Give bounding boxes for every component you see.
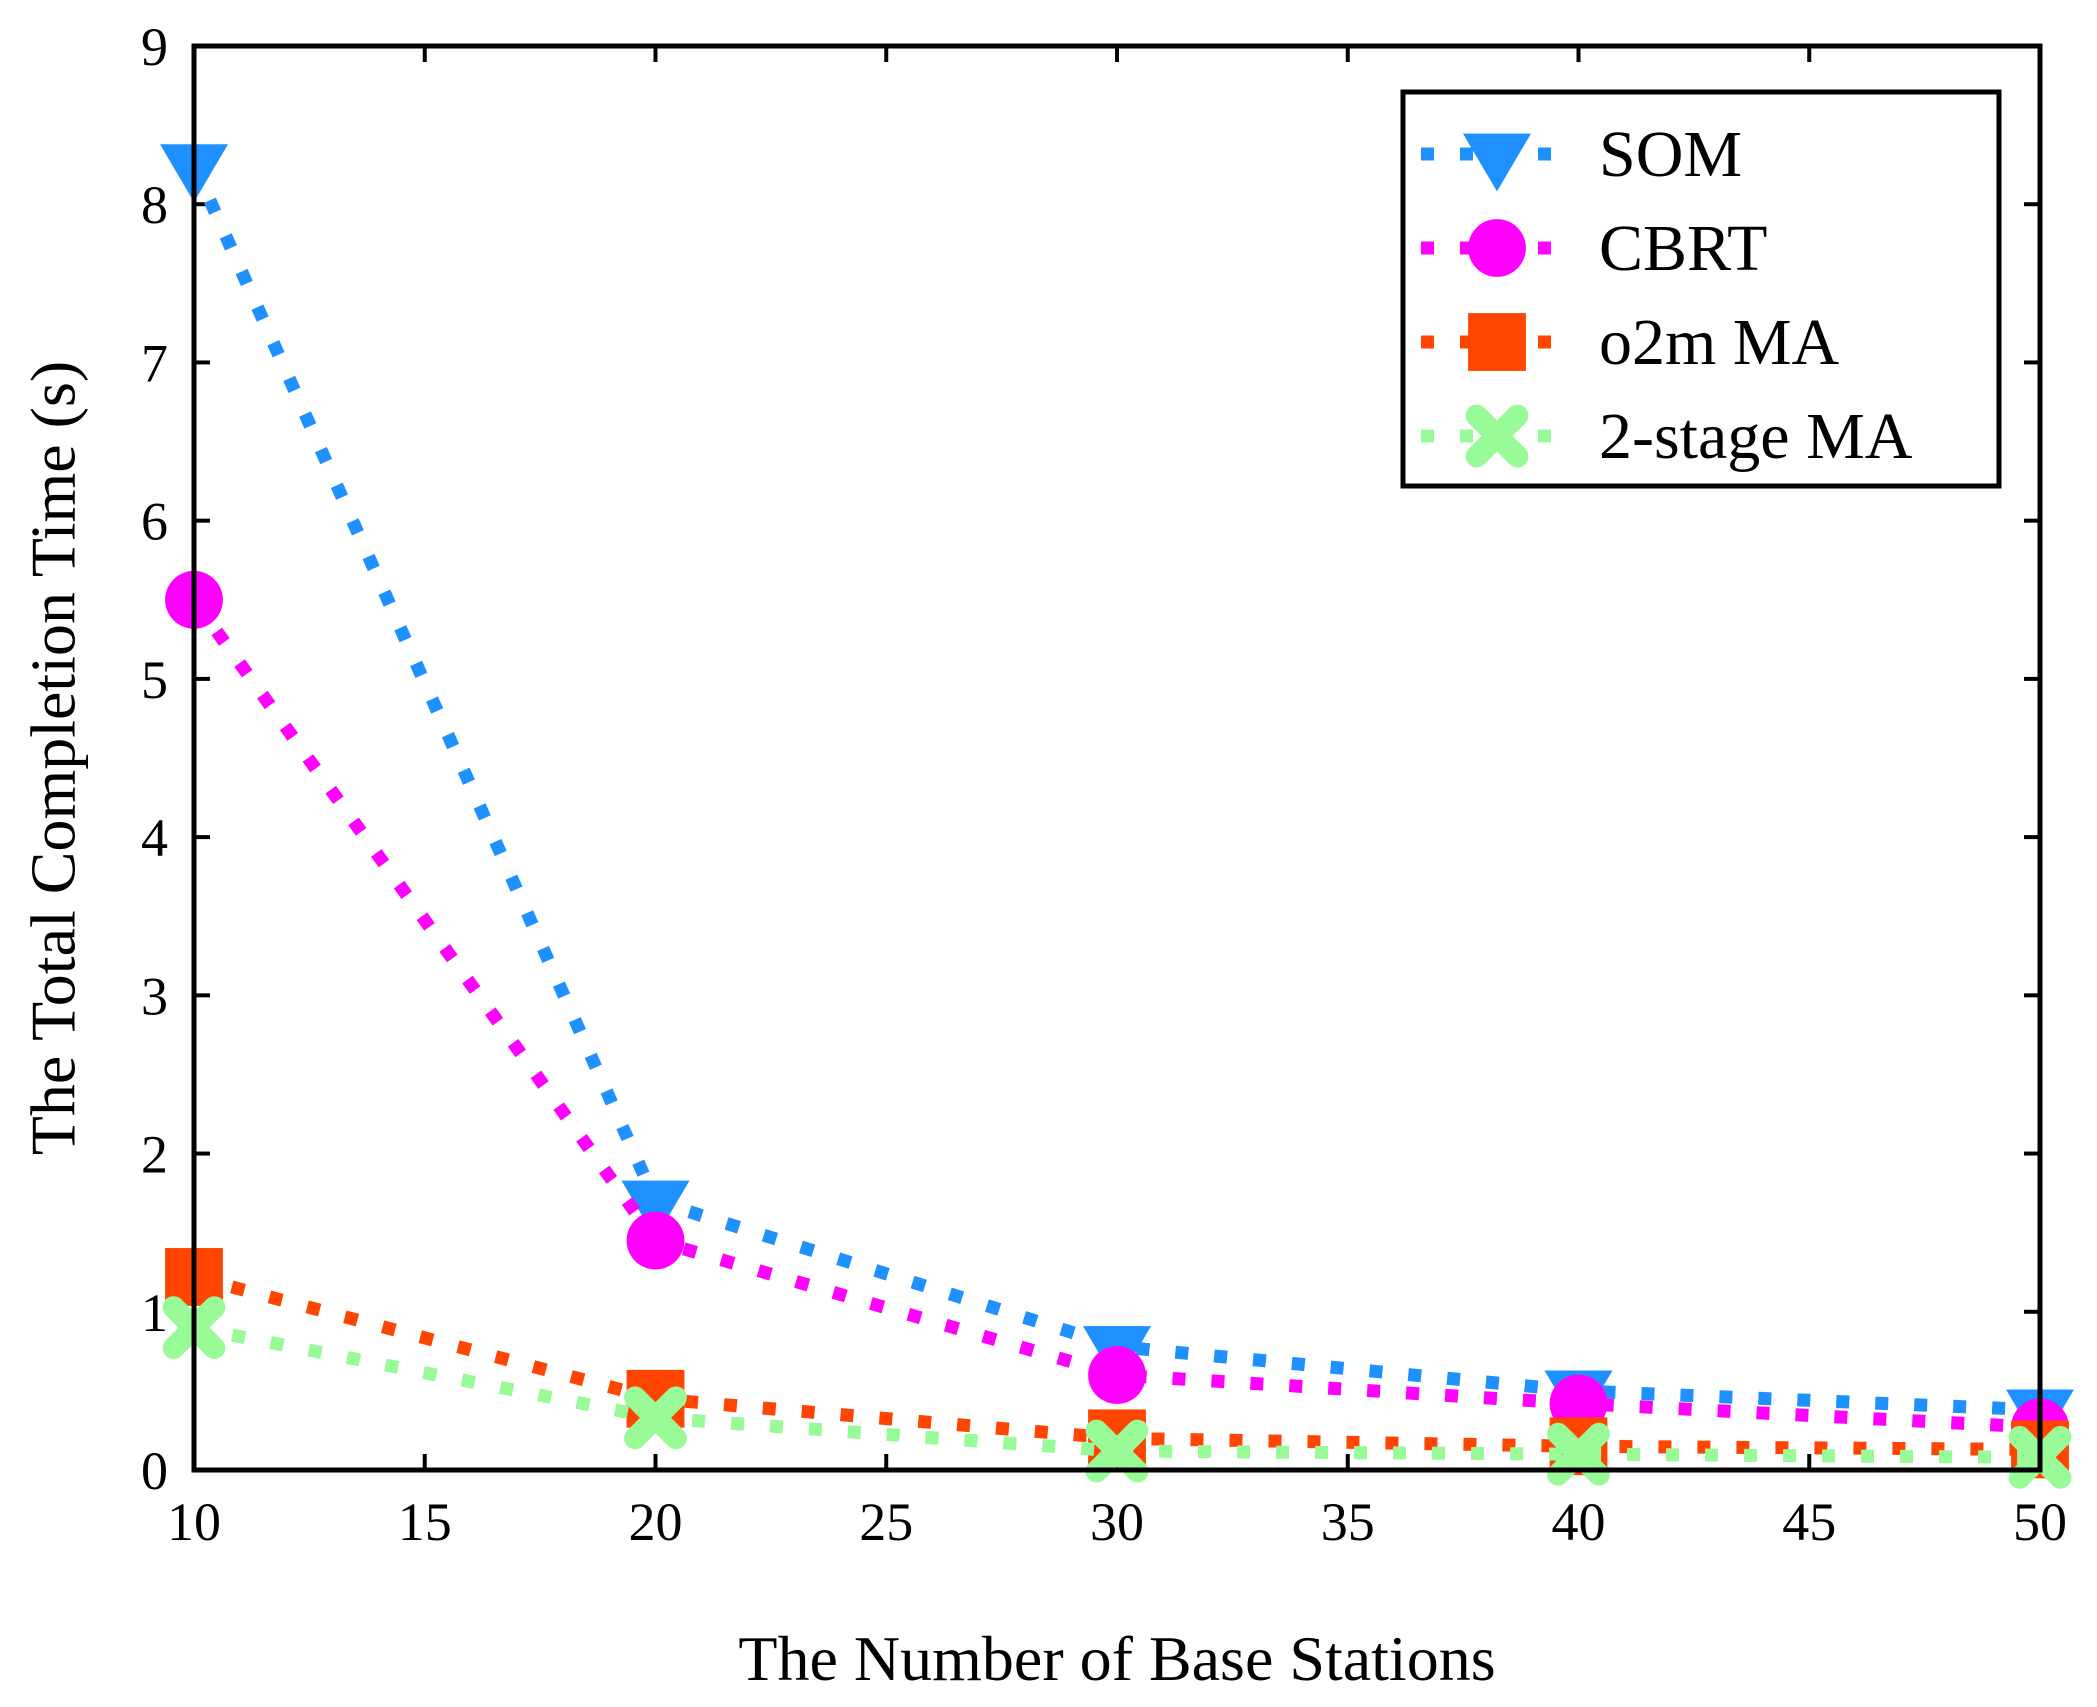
x-axis-label: The Number of Base Stations: [738, 1623, 1495, 1694]
y-axis-label: The Total Completion Time (s): [18, 361, 89, 1155]
data-point: [1088, 1346, 1146, 1404]
y-tick-label: 9: [141, 17, 168, 77]
y-tick-label: 6: [141, 492, 168, 552]
y-tick-label: 7: [141, 333, 168, 393]
series-line: [192, 1321, 2041, 1464]
data-point: [621, 1180, 690, 1239]
y-tick-label: 3: [141, 966, 168, 1026]
plot-frame: [191, 43, 2043, 1473]
x-tick-label: 45: [1782, 1492, 1836, 1552]
legend-entry: o2m MA: [1421, 306, 1840, 379]
series-line: [188, 162, 2041, 1417]
y-tick-label: 5: [141, 650, 168, 710]
legend-entry: 2-stage MA: [1421, 400, 1913, 473]
legend: SOM CBRT o2m MA 2-stage MA: [1400, 89, 2002, 489]
x-tick-label: 15: [398, 1492, 452, 1552]
data-point: [626, 1211, 685, 1270]
x-tick-label: 40: [1552, 1492, 1606, 1552]
x-tick-label: 20: [629, 1492, 683, 1552]
legend-marker: [1465, 404, 1529, 468]
y-tick-label: 4: [141, 808, 168, 868]
x-tick-label: 50: [2013, 1492, 2067, 1552]
y-tick-label: 8: [141, 175, 168, 235]
data-point: [1085, 1419, 1149, 1483]
x-tick-label: 25: [859, 1492, 913, 1552]
series-line: [188, 595, 2041, 1434]
y-tick-label: 0: [141, 1441, 168, 1501]
legend-label: o2m MA: [1599, 306, 1840, 379]
series-cbrt: [165, 570, 2069, 1457]
legend-entry: CBRT: [1421, 212, 1767, 285]
legend-marker: [1468, 313, 1526, 371]
legend-marker: [1463, 133, 1531, 192]
x-tick-label: 35: [1321, 1492, 1375, 1552]
legend-label: CBRT: [1599, 212, 1767, 285]
x-tick-label: 10: [167, 1492, 221, 1552]
legend-label: 2-stage MA: [1599, 400, 1913, 473]
y-tick-label: 1: [141, 1283, 168, 1343]
data-point: [624, 1386, 687, 1450]
x-tick-label: 30: [1090, 1492, 1144, 1552]
legend-label: SOM: [1599, 118, 1742, 191]
legend-marker: [1468, 219, 1526, 277]
y-tick-label: 2: [141, 1125, 168, 1185]
legend-entry: SOM: [1421, 118, 1742, 192]
